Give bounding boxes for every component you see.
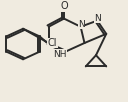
Text: N: N — [95, 14, 101, 23]
Text: Cl: Cl — [48, 38, 57, 48]
Text: N: N — [78, 20, 85, 29]
Text: O: O — [60, 1, 68, 11]
Text: NH: NH — [53, 50, 67, 59]
